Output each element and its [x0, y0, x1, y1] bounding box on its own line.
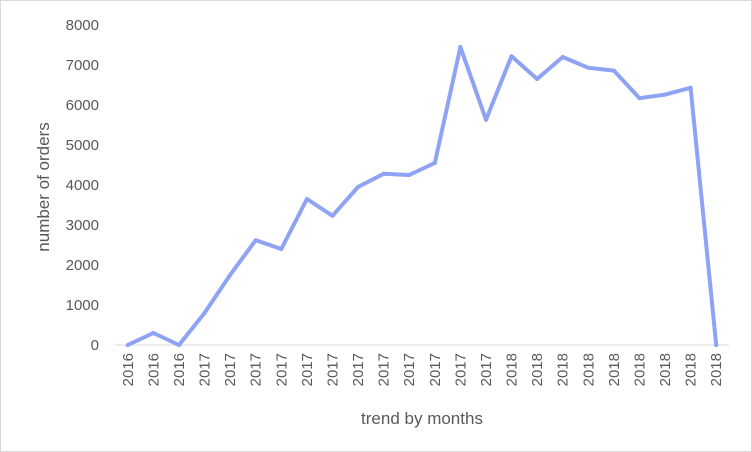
series-line [125, 45, 719, 347]
data-point [151, 331, 156, 335]
x-tick-label: 2017 [350, 353, 367, 386]
data-point [381, 171, 386, 176]
data-point [509, 54, 514, 59]
data-points [125, 45, 719, 347]
x-tick-label: 2018 [555, 353, 572, 386]
data-point [279, 247, 284, 251]
x-tick-label: 2018 [504, 353, 521, 386]
y-axis-title: number of orders [34, 122, 53, 251]
data-point [304, 197, 309, 201]
data-point [432, 161, 437, 165]
data-point [176, 343, 181, 347]
y-axis-ticks: 0 1000 2000 3000 4000 5000 6000 7000 8000 [66, 17, 99, 354]
y-tick-label: 6000 [66, 97, 99, 114]
x-tick-label: 2017 [427, 353, 444, 386]
x-tick-label: 2016 [145, 353, 162, 386]
x-tick-label: 2018 [683, 353, 700, 386]
y-tick-label: 5000 [66, 137, 99, 154]
data-point [637, 96, 642, 101]
data-point [611, 68, 616, 73]
x-tick-label: 2018 [657, 353, 674, 386]
x-tick-label: 2017 [478, 353, 495, 386]
x-tick-label: 2017 [324, 353, 341, 386]
x-axis-title: trend by months [361, 409, 483, 428]
data-point [535, 77, 540, 81]
data-point [458, 45, 463, 49]
x-tick-label: 2017 [273, 353, 290, 386]
y-tick-label: 1000 [66, 297, 99, 314]
x-tick-label: 2018 [606, 353, 623, 386]
data-point [560, 55, 565, 59]
y-tick-label: 4000 [66, 177, 99, 194]
data-point [202, 311, 207, 315]
y-tick-label: 7000 [66, 57, 99, 74]
x-tick-label: 2016 [120, 353, 137, 386]
y-tick-label: 0 [91, 337, 99, 354]
x-tick-label: 2017 [222, 353, 239, 386]
x-tick-label: 2018 [631, 353, 648, 386]
data-point [125, 343, 130, 347]
y-tick-label: 3000 [66, 217, 99, 234]
x-tick-label: 2017 [376, 353, 393, 386]
data-point [253, 238, 258, 243]
y-tick-label: 8000 [66, 17, 99, 34]
y-tick-label: 2000 [66, 257, 99, 274]
data-point [407, 173, 412, 177]
data-point [688, 85, 693, 90]
x-tick-label: 2017 [401, 353, 418, 386]
x-tick-label: 2018 [580, 353, 597, 386]
x-axis-ticks: 2016 2016 2016 2017 2017 2017 2017 2017 2017 2017… [120, 353, 725, 386]
x-tick-label: 2017 [248, 353, 265, 386]
data-point [228, 273, 233, 277]
data-point [714, 343, 719, 347]
x-tick-label: 2017 [452, 353, 469, 386]
data-point [663, 92, 668, 97]
data-point [586, 65, 591, 70]
data-point [356, 185, 361, 189]
data-point [330, 213, 335, 218]
x-tick-label: 2016 [171, 353, 188, 386]
data-point [483, 117, 488, 122]
x-tick-label: 2017 [299, 353, 316, 386]
x-tick-label: 2018 [529, 353, 546, 386]
x-tick-label: 2018 [708, 353, 725, 386]
x-tick-label: 2017 [197, 353, 214, 386]
